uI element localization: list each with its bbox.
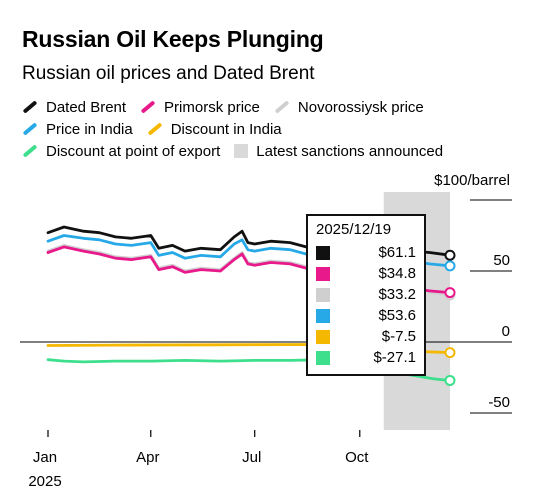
x-tick-label: Oct — [345, 449, 369, 466]
legend-swatch — [234, 144, 249, 158]
tooltip-value: $61.1 — [378, 244, 416, 261]
tooltip-date: 2025/12/19 — [316, 221, 392, 238]
legend-item-dated-brent: Dated Brent — [22, 99, 126, 116]
y-tick-label: -50 — [488, 394, 510, 411]
end-marker-primorsk-price — [444, 287, 456, 299]
tooltip-row-primorsk: $34.8 — [316, 263, 416, 284]
legend-label: Discount in India — [170, 120, 282, 138]
y-tick-label: 0 — [502, 323, 510, 340]
chart-subtitle: Russian oil prices and Dated Brent — [22, 63, 315, 84]
legend-row-3: Discount at point of export Latest sanct… — [22, 140, 522, 162]
tooltip-swatch — [316, 287, 330, 302]
end-marker-discount-at-point-of-export — [444, 374, 456, 386]
legend-label: Dated Brent — [46, 98, 127, 116]
x-tick-year-label: 2025 — [28, 473, 61, 490]
tooltip-value: $-7.5 — [381, 328, 416, 345]
tooltip-swatch — [316, 350, 330, 365]
tooltip-row-price-india: $53.6 — [316, 305, 416, 326]
legend-label: Latest sanctions announced — [256, 142, 444, 160]
legend-item-discount-export: Discount at point of export — [22, 143, 220, 160]
tooltip-value: $33.2 — [378, 286, 416, 303]
tooltip-value: $-27.1 — [373, 349, 416, 366]
legend-item-primorsk: Primorsk price — [140, 99, 260, 116]
hover-tooltip: 2025/12/19 $61.1 $34.8 $33.2 $53.6 $-7.5… — [306, 214, 426, 376]
legend-label: Discount at point of export — [46, 142, 221, 160]
x-tick-label: Jul — [242, 449, 261, 466]
tooltip-swatch — [316, 245, 330, 260]
tooltip-swatch — [316, 329, 330, 344]
legend-row-1: Dated Brent Primorsk price Novorossiysk … — [22, 96, 522, 118]
x-tick-label: Jan — [33, 449, 57, 466]
end-marker-price-in-india — [444, 260, 456, 272]
y-axis-unit-label: $100/barrel — [434, 172, 510, 189]
tooltip-swatch — [316, 308, 330, 323]
x-tick-label: Apr — [136, 449, 159, 466]
legend-label: Primorsk price — [164, 98, 260, 116]
chart-title: Russian Oil Keeps Plunging — [22, 26, 324, 52]
legend-row-2: Price in India Discount in India — [22, 118, 522, 140]
end-marker-dated-brent — [444, 249, 456, 261]
tooltip-swatch — [316, 266, 330, 281]
tooltip-row-novorossiysk: $33.2 — [316, 284, 416, 305]
legend-item-novorossiysk: Novorossiysk price — [274, 99, 424, 116]
tooltip-row-discount-export: $-27.1 — [316, 347, 416, 368]
legend-item-sanctions: Latest sanctions announced — [234, 143, 443, 160]
legend-label: Novorossiysk price — [297, 98, 424, 116]
y-tick-label: 50 — [493, 252, 510, 269]
tooltip-value: $53.6 — [378, 307, 416, 324]
tooltip-value: $34.8 — [378, 265, 416, 282]
legend-item-discount-india: Discount in India — [147, 121, 282, 138]
legend-label: Price in India — [46, 120, 133, 138]
end-marker-discount-in-india — [444, 347, 456, 359]
tooltip-row-dated-brent: $61.1 — [316, 242, 416, 263]
legend-item-price-india: Price in India — [22, 121, 133, 138]
tooltip-row-discount-india: $-7.5 — [316, 326, 416, 347]
legend: Dated Brent Primorsk price Novorossiysk … — [22, 96, 522, 162]
